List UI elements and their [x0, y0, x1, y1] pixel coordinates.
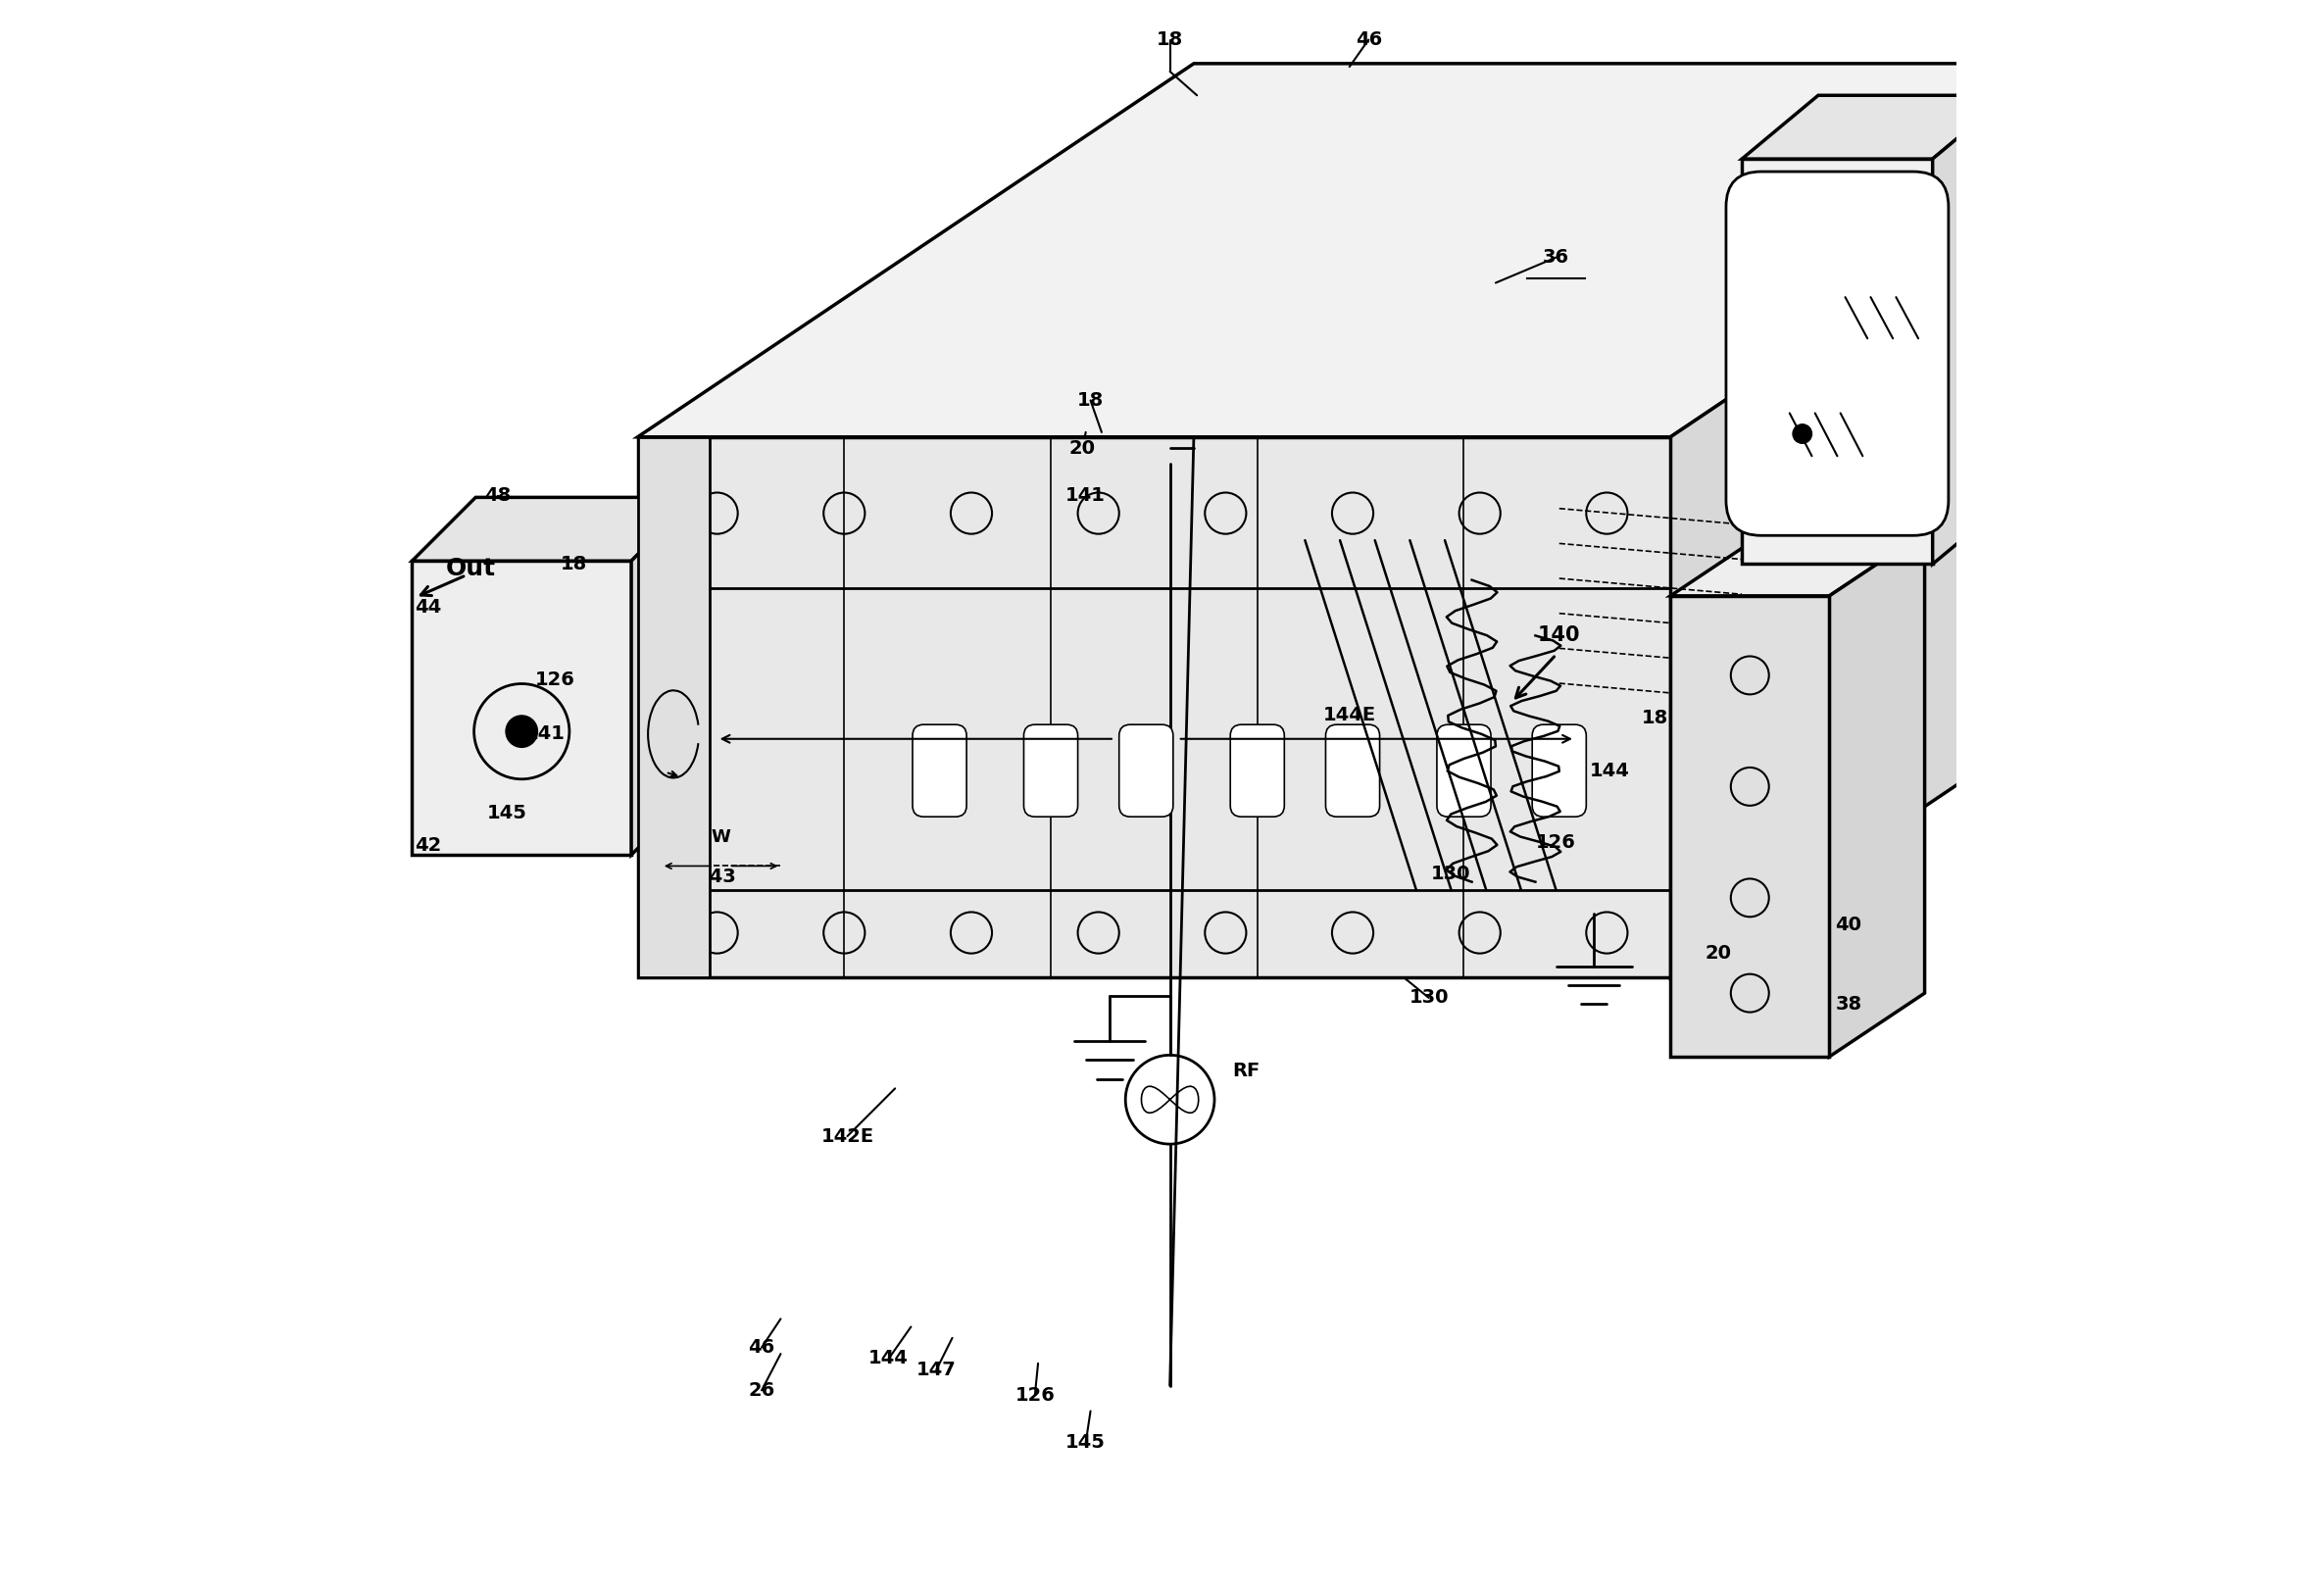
- Text: 26: 26: [748, 1381, 774, 1400]
- Text: 147: 147: [916, 1360, 957, 1379]
- Text: 144: 144: [869, 1349, 909, 1368]
- FancyBboxPatch shape: [1120, 725, 1174, 817]
- FancyBboxPatch shape: [1325, 725, 1380, 817]
- Text: 130: 130: [1408, 988, 1448, 1007]
- Text: 141: 141: [1067, 486, 1106, 505]
- Text: 46: 46: [748, 1338, 774, 1357]
- Polygon shape: [1743, 95, 2008, 159]
- Text: 141: 141: [525, 725, 565, 744]
- FancyBboxPatch shape: [1229, 725, 1285, 817]
- FancyBboxPatch shape: [1025, 725, 1078, 817]
- Text: E: E: [1139, 729, 1153, 748]
- Text: 142E: 142E: [820, 1127, 874, 1146]
- Text: 20: 20: [1706, 944, 1731, 963]
- Text: 18: 18: [1076, 391, 1104, 410]
- Text: 40: 40: [1836, 915, 1862, 934]
- Text: 38: 38: [1836, 995, 1862, 1014]
- Text: 143: 143: [697, 868, 737, 887]
- Text: W: W: [711, 828, 730, 847]
- Polygon shape: [1671, 64, 2226, 977]
- FancyBboxPatch shape: [913, 725, 967, 817]
- Polygon shape: [1829, 532, 1924, 1057]
- Circle shape: [1792, 424, 1813, 443]
- Text: 18: 18: [1157, 30, 1183, 49]
- Text: 20: 20: [1069, 439, 1097, 458]
- Polygon shape: [637, 437, 1671, 977]
- Polygon shape: [1934, 95, 2008, 564]
- Text: 144: 144: [1590, 761, 1629, 780]
- Text: 18: 18: [560, 555, 588, 574]
- Text: RF: RF: [1232, 1061, 1260, 1081]
- Polygon shape: [411, 497, 695, 561]
- FancyBboxPatch shape: [1436, 725, 1492, 817]
- Text: 126: 126: [1536, 833, 1576, 852]
- Polygon shape: [1671, 596, 1829, 1057]
- Text: 130: 130: [1432, 864, 1471, 883]
- Text: 42: 42: [414, 836, 442, 855]
- Polygon shape: [637, 437, 709, 977]
- Text: 142: 142: [662, 957, 702, 976]
- Text: Out: Out: [446, 558, 495, 580]
- Text: 18: 18: [1641, 709, 1669, 728]
- Text: 145: 145: [1067, 1433, 1106, 1452]
- Text: 126: 126: [1016, 1386, 1055, 1405]
- FancyBboxPatch shape: [1532, 725, 1587, 817]
- Text: 144E: 144E: [1322, 706, 1376, 725]
- Polygon shape: [411, 561, 632, 855]
- Polygon shape: [632, 497, 695, 855]
- Text: 44: 44: [414, 597, 442, 617]
- Text: 126: 126: [535, 671, 574, 690]
- Polygon shape: [637, 64, 2226, 437]
- Text: 140: 140: [1538, 626, 1580, 645]
- Circle shape: [507, 715, 537, 747]
- Text: 46: 46: [1355, 30, 1383, 49]
- Polygon shape: [1671, 532, 1924, 596]
- Text: 36: 36: [1543, 248, 1569, 267]
- Polygon shape: [1743, 159, 1934, 564]
- FancyBboxPatch shape: [1727, 172, 1948, 535]
- Text: 145: 145: [488, 804, 528, 823]
- Text: 48: 48: [483, 486, 511, 505]
